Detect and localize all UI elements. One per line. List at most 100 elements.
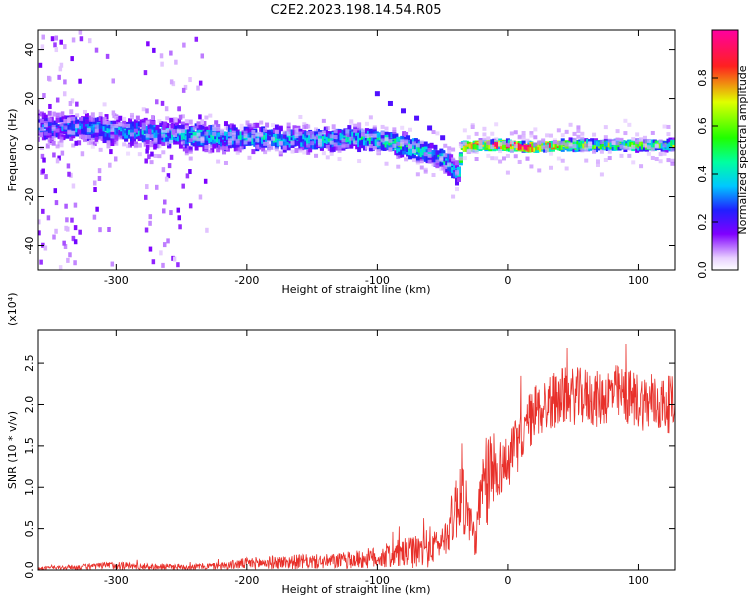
spectrogram-cell (486, 141, 491, 146)
spectrogram-cell (423, 152, 428, 157)
spectrogram-cell (423, 169, 428, 174)
spectrogram-cell (107, 226, 111, 232)
spectrogram-cell (564, 129, 569, 134)
spectrogram-cell (110, 128, 115, 133)
spectrogram-cell (129, 115, 134, 120)
spectrogram-cell (155, 184, 159, 190)
spectrogram-cell (556, 141, 561, 146)
spectrogram-cell (364, 128, 369, 134)
spectrogram-cell (69, 109, 74, 115)
spectrogram-cell (423, 141, 428, 147)
spectrogram-cell (429, 143, 434, 149)
spectrogram-cell (572, 131, 577, 136)
spectrogram-cell (368, 115, 373, 120)
spectrogram-cell (122, 116, 127, 121)
spectrogram-cell (239, 123, 244, 128)
spectrogram-cell (58, 265, 63, 270)
spectrogram-cell (396, 155, 401, 160)
spectrogram-cell (48, 103, 52, 109)
spectrogram-cell (380, 124, 385, 129)
spectrogram-cell (220, 146, 225, 151)
spectrogram-cell (670, 158, 675, 163)
spectrogram-cell (143, 70, 148, 76)
spectrogram-cell (635, 138, 640, 143)
spectrogram-cell (159, 121, 164, 127)
spectrogram-cell (247, 123, 252, 128)
spectrogram-cell (98, 111, 103, 116)
spectrogram-cell (509, 149, 514, 154)
spectrogram-cell (270, 141, 275, 147)
spectrogram-cell (122, 123, 127, 128)
spectrogram-cell (462, 141, 467, 146)
spectrogram-cell (502, 156, 507, 161)
spectrogram-cell (435, 131, 440, 136)
spectrogram-cell (86, 141, 91, 146)
spectrogram-cell (372, 133, 377, 138)
spectrogram-cell (55, 112, 60, 117)
spectrogram-cell (529, 131, 534, 136)
spectrogram-cell (176, 118, 181, 124)
page-title: C2E2.2023.198.14.54.R05 (270, 3, 441, 18)
spectrogram-cell (627, 153, 632, 158)
spectrogram-cell (615, 137, 620, 142)
spectrogram-cell (50, 36, 55, 42)
spectrogram-cell (60, 150, 65, 156)
spectrogram-cell (319, 145, 324, 151)
spectrogram-cell (71, 133, 76, 139)
spectrogram-cell (396, 141, 401, 146)
spectrogram-cell (43, 120, 48, 125)
x-tick-label: -200 (234, 274, 259, 287)
spectrogram-cell (607, 149, 612, 154)
spectrogram-cell (650, 130, 655, 135)
spectrogram-cell (396, 148, 401, 154)
spectrogram-cell (231, 124, 236, 130)
spectrogram-cell (216, 124, 221, 129)
spectrogram-cell (337, 145, 342, 150)
spectrogram-cell (255, 122, 260, 128)
spectrogram-cell (157, 154, 162, 159)
spectrogram-cell (172, 256, 177, 262)
spectrogram-cell (517, 134, 522, 139)
spectrogram-cell (64, 225, 68, 231)
spectrogram-cell (548, 133, 553, 138)
spectrogram-cell (157, 144, 162, 149)
spectrogram-cell (533, 127, 538, 132)
spectrogram-cell (537, 168, 542, 173)
spectrogram-cell (202, 120, 207, 126)
spectrogram-cell (462, 156, 467, 161)
spectrogram-cell (494, 122, 499, 127)
spectrogram-cell (525, 138, 530, 143)
spectrogram-cell (194, 36, 199, 42)
spectrogram-cell (145, 137, 150, 143)
spectrogram-cell (310, 141, 315, 146)
spectrogram-cell (349, 142, 354, 148)
spectrogram-cell (627, 122, 632, 127)
spectrogram-cell (79, 134, 84, 139)
spectrogram-cell (642, 139, 647, 144)
spectrogram-cell (90, 144, 95, 149)
spectrogram-cell (43, 131, 48, 136)
spectrogram-cell (364, 145, 369, 150)
spectrogram-cell (623, 131, 628, 136)
spectrogram-cell (227, 141, 232, 146)
spectrogram-cell (63, 119, 68, 124)
spectrogram-cell (42, 93, 46, 99)
spectrogram-cell (64, 203, 68, 209)
spectrogram-cell (662, 151, 667, 156)
spectrogram-cell (646, 138, 651, 143)
spectrogram-cell (129, 112, 134, 117)
spectrogram-cell (118, 122, 123, 127)
spectrogram-cell (592, 149, 597, 154)
spectrogram-cell (435, 159, 440, 164)
spectrogram-cell (627, 146, 632, 151)
spectrogram-cell (39, 127, 44, 132)
spectrogram-cell (537, 141, 542, 146)
spectrogram-cell (525, 156, 530, 161)
spectrogram-cell (98, 136, 103, 141)
spectrogram-cell (513, 130, 518, 135)
spectrogram-cell (278, 141, 283, 146)
spectrogram-cell (74, 140, 78, 146)
spectrogram-cell (347, 125, 352, 131)
spectrogram-cell (223, 126, 228, 131)
